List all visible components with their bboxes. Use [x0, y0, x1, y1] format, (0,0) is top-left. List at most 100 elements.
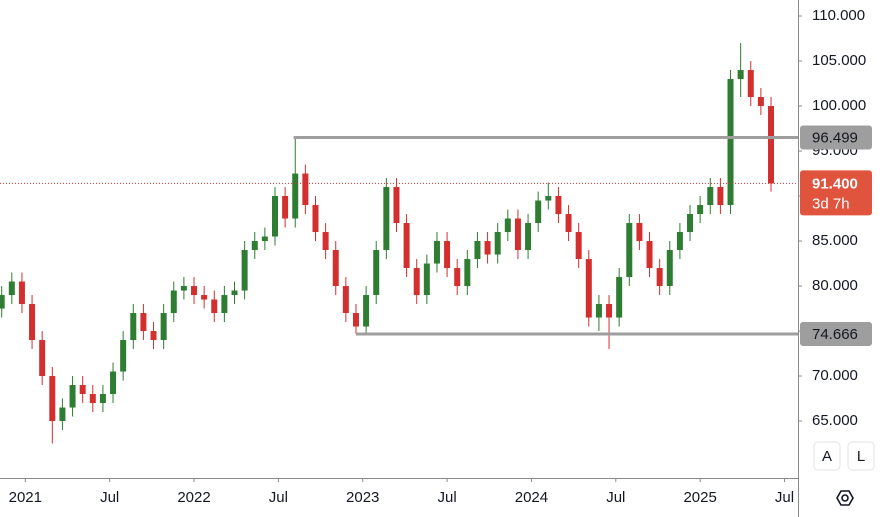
candle-body: [423, 263, 430, 296]
candle-body: [383, 187, 390, 251]
candle-body: [626, 223, 633, 278]
candle-body: [8, 281, 15, 296]
y-tick-label: 105.000: [812, 52, 866, 69]
candle-body: [727, 79, 734, 206]
x-tick-label: Jul: [100, 489, 119, 506]
x-tick-label: 2021: [9, 489, 42, 506]
candle-body: [413, 268, 420, 296]
candle-body: [271, 196, 278, 237]
candle-body: [251, 241, 258, 251]
candle-body: [494, 232, 501, 255]
candle-body: [676, 232, 683, 251]
candle-body: [39, 340, 46, 377]
candle-body: [150, 331, 157, 341]
last-price-box: [800, 170, 872, 216]
candle-body: [595, 304, 602, 318]
level-label-box: [800, 322, 872, 347]
level-label-box: [800, 125, 872, 150]
gear-center: [841, 494, 849, 502]
candle-body: [79, 385, 86, 395]
x-tick-label: Jul: [775, 489, 794, 506]
button-label: L: [857, 448, 865, 465]
candle-body: [160, 313, 167, 341]
x-tick-label: 2023: [346, 489, 379, 506]
candle-body: [352, 313, 359, 327]
candle-body: [656, 268, 663, 287]
y-tick-label: 80.000: [812, 277, 858, 294]
candle-body: [768, 106, 775, 184]
candle-body: [342, 286, 349, 314]
candle-body: [18, 281, 25, 305]
candle-body: [393, 187, 400, 224]
candle-body: [211, 299, 218, 314]
candle-body: [464, 259, 471, 287]
gear-outline: [836, 490, 854, 506]
y-tick-label: 70.000: [812, 367, 858, 384]
candle-body: [201, 295, 208, 300]
button-label: A: [822, 448, 832, 465]
candle-body: [49, 376, 56, 422]
candle-body: [0, 295, 5, 309]
candle-body: [666, 250, 673, 287]
candle-body: [565, 214, 572, 233]
candle-body: [444, 241, 451, 269]
candle-body: [737, 70, 744, 80]
candle-body: [757, 97, 764, 107]
candle-body: [525, 223, 532, 251]
candle-body: [99, 394, 106, 404]
candle-body: [89, 394, 96, 404]
x-tick-label: Jul: [606, 489, 625, 506]
candle-body: [282, 196, 289, 219]
candle-body: [545, 196, 552, 201]
candle-body: [221, 295, 228, 314]
button-box: [847, 441, 875, 471]
countdown-label: 3d 7h: [812, 195, 850, 212]
x-tick-label: 2024: [515, 489, 548, 506]
candle-body: [130, 313, 137, 341]
level-label: 74.666: [812, 326, 858, 343]
candle-body: [616, 277, 623, 318]
candle-body: [140, 313, 147, 332]
candle-body: [474, 241, 481, 260]
candle-body: [484, 241, 491, 255]
settings-icon[interactable]: [836, 490, 854, 506]
candle-body: [454, 268, 461, 287]
candle-body: [312, 205, 319, 233]
candles: [0, 43, 775, 444]
candle-body: [747, 70, 754, 98]
y-tick-label: 65.000: [812, 412, 858, 429]
candle-body: [504, 218, 511, 233]
candle-body: [606, 304, 613, 318]
candle-body: [575, 232, 582, 260]
y-tick-label: 85.000: [812, 232, 858, 249]
candle-body: [322, 232, 329, 251]
candle-body: [332, 250, 339, 287]
candle-body: [646, 241, 653, 269]
candle-body: [191, 286, 198, 296]
button-box: [813, 441, 841, 471]
candle-body: [29, 304, 36, 341]
last-price-label: 91.400: [812, 175, 858, 192]
scale-button[interactable]: L: [847, 441, 875, 471]
candle-body: [261, 236, 268, 242]
x-tick-label: Jul: [437, 489, 456, 506]
candle-body: [535, 200, 542, 224]
x-tick-label: 2025: [683, 489, 716, 506]
x-tick-label: 2022: [177, 489, 210, 506]
scale-button[interactable]: A: [813, 441, 841, 471]
y-tick-label: 100.000: [812, 97, 866, 114]
candle-body: [555, 196, 562, 215]
candle-body: [110, 371, 117, 395]
candle-body: [170, 290, 177, 314]
candle-body: [687, 214, 694, 233]
candle-body: [585, 259, 592, 318]
candle-body: [403, 223, 410, 269]
x-tick-label: Jul: [269, 489, 288, 506]
candle-body: [120, 340, 127, 372]
y-tick-label: 110.000: [812, 7, 865, 24]
candle-body: [697, 205, 704, 215]
candle-body: [373, 250, 380, 296]
candle-body: [180, 286, 187, 291]
